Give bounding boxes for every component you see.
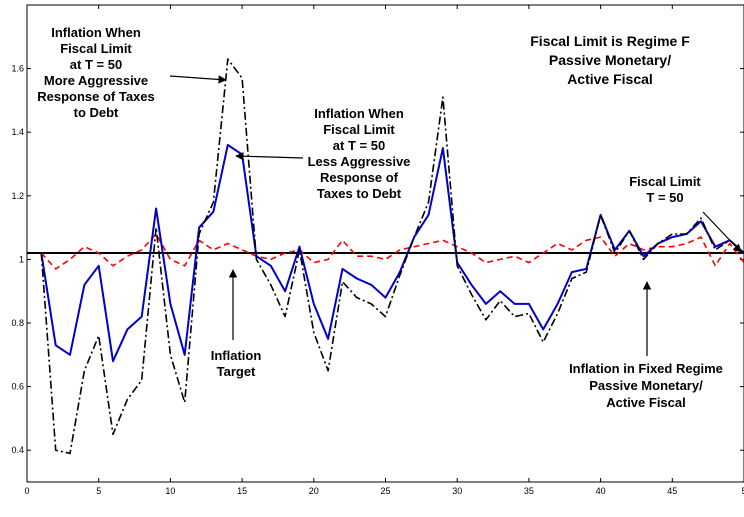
- annotation-fixed-line: Passive Monetary/: [589, 378, 703, 393]
- annotation-more-line: at T = 50: [70, 57, 122, 72]
- annotation-less-line: at T = 50: [333, 138, 385, 153]
- series-group: [40, 58, 744, 455]
- y-tick-label: 0.6: [11, 382, 24, 392]
- annotation-less-line: Inflation When: [314, 106, 404, 121]
- annotation-fixed-line: Active Fiscal: [606, 395, 686, 410]
- x-tick-label: 20: [309, 486, 319, 496]
- y-tick-label: 1.2: [11, 191, 24, 201]
- x-tick-label: 40: [596, 486, 606, 496]
- annotation-fixed-line: Inflation in Fixed Regime: [569, 361, 723, 376]
- series-line-less_aggressive: [40, 143, 744, 363]
- annotation-regime-line: Passive Monetary/: [549, 52, 671, 68]
- annotation-regime-line: Active Fiscal: [567, 71, 653, 87]
- x-tick-label: 35: [524, 486, 534, 496]
- annotation-more-line: to Debt: [74, 105, 119, 120]
- x-tick-label: 5: [96, 486, 101, 496]
- annotation-more-line: Response of Taxes: [37, 89, 155, 104]
- y-tick-label: 0.8: [11, 318, 24, 328]
- arrow-less-aggressive: [235, 152, 304, 161]
- annotation-more-line: More Aggressive: [44, 73, 148, 88]
- arrow-more-aggressive: [169, 75, 227, 84]
- x-tick-label: 30: [452, 486, 462, 496]
- annotation-regime-line: Fiscal Limit is Regime F: [530, 33, 690, 49]
- annotation-target-line: Inflation: [211, 348, 262, 363]
- annotation-limit-line: T = 50: [646, 190, 683, 205]
- annotation-less-line: Less Aggressive: [308, 154, 411, 169]
- arrow-fiscal-limit: [702, 211, 742, 253]
- annotation-more-line: Fiscal Limit: [60, 41, 132, 56]
- annotation-limit-line: Fiscal Limit: [629, 174, 701, 189]
- series-line-fixed: [40, 233, 744, 270]
- x-tick-label: 0: [24, 486, 29, 496]
- y-tick-label: 1: [19, 254, 24, 264]
- y-tick-label: 1.6: [11, 64, 24, 74]
- x-tick-label: 15: [237, 486, 247, 496]
- y-tick-label: 0.4: [11, 445, 24, 455]
- axis-ticks: 0 5 10 15 20 25 30 35 40 45 5 0.4 0.6 0.8 1 1.2 1.4 1.6: [11, 5, 744, 496]
- annotation-target-line: Target: [217, 364, 256, 379]
- y-tick-label: 1.4: [11, 127, 24, 137]
- annotation-more-line: Inflation When: [51, 25, 141, 40]
- annotation-less-line: Response of: [320, 170, 399, 185]
- x-tick-label: 45: [667, 486, 677, 496]
- x-tick-label: 25: [380, 486, 390, 496]
- annotation-less-line: Fiscal Limit: [323, 122, 395, 137]
- x-tick-label: 5: [741, 486, 744, 496]
- x-tick-label: 10: [165, 486, 175, 496]
- annotation-less-line: Taxes to Debt: [317, 186, 402, 201]
